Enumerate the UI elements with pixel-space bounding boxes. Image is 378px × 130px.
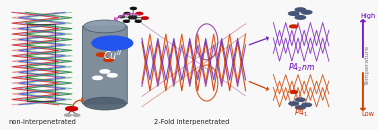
Bar [27, 24, 55, 101]
Circle shape [107, 74, 117, 77]
Circle shape [295, 16, 305, 19]
Circle shape [136, 12, 143, 15]
Text: 2-Fold interpenetrated: 2-Fold interpenetrated [154, 119, 229, 125]
Circle shape [135, 20, 141, 22]
Circle shape [302, 11, 312, 14]
FancyBboxPatch shape [82, 26, 127, 104]
Text: non-interpenetrated: non-interpenetrated [8, 119, 76, 125]
Ellipse shape [84, 97, 126, 110]
Circle shape [288, 12, 299, 15]
Circle shape [65, 114, 71, 116]
Text: $P4_2nm$: $P4_2nm$ [288, 61, 314, 74]
Circle shape [130, 7, 136, 9]
Text: High: High [360, 13, 375, 19]
Text: $P4_1$: $P4_1$ [294, 106, 308, 119]
Circle shape [100, 70, 110, 73]
Circle shape [96, 53, 106, 56]
Circle shape [119, 16, 124, 18]
Circle shape [296, 106, 305, 109]
Circle shape [290, 25, 298, 28]
Circle shape [141, 17, 148, 19]
Circle shape [92, 36, 133, 50]
Circle shape [295, 8, 305, 11]
Circle shape [290, 91, 297, 93]
Circle shape [129, 16, 137, 19]
Text: Low: Low [361, 111, 374, 117]
Ellipse shape [84, 20, 126, 33]
Circle shape [289, 102, 299, 105]
Circle shape [296, 98, 305, 101]
Text: $Cu^{II}$: $Cu^{II}$ [103, 48, 122, 62]
Circle shape [73, 114, 80, 116]
Circle shape [93, 76, 102, 80]
Circle shape [123, 20, 129, 22]
Circle shape [104, 58, 113, 61]
Text: Temperature: Temperature [365, 45, 370, 85]
Circle shape [66, 107, 77, 111]
Circle shape [124, 12, 130, 15]
Circle shape [302, 103, 311, 107]
